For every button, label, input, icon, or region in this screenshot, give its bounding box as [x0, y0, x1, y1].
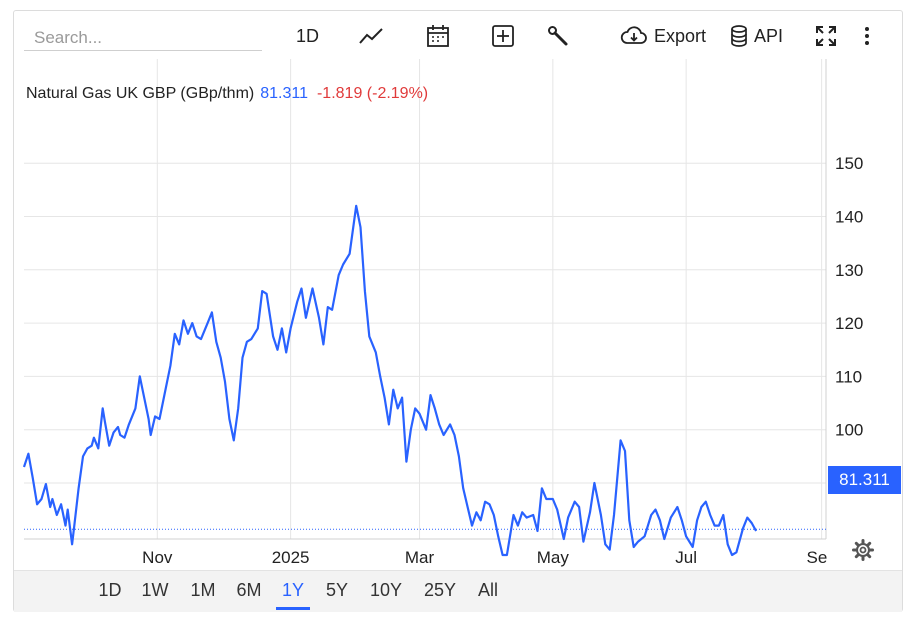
x-tick-label: 2025: [272, 548, 310, 567]
api-label: API: [754, 25, 784, 46]
calendar-icon: [426, 24, 450, 48]
range-button-1m[interactable]: 1M: [190, 580, 216, 600]
gear-icon: [852, 539, 874, 565]
export-button[interactable]: Export: [620, 23, 706, 49]
compare-button[interactable]: [491, 23, 515, 49]
database-icon: [730, 25, 748, 47]
range-button-5y[interactable]: 5Y: [325, 580, 349, 600]
cloud-download-icon: [620, 25, 648, 47]
chart-legend: Natural Gas UK GBP (GBp/thm) 81.311 -1.819…: [26, 85, 428, 103]
range-button-all[interactable]: All: [477, 580, 498, 600]
range-button-1d[interactable]: 1D: [98, 580, 122, 600]
x-tick-label: Nov: [142, 548, 173, 567]
toolbar: 1D Export: [14, 11, 902, 59]
y-tick-label: 120: [835, 314, 863, 333]
range-button-1y[interactable]: 1Y: [276, 571, 310, 610]
calendar-button[interactable]: [426, 23, 450, 49]
y-tick-label: 100: [835, 421, 863, 440]
y-tick-label: 130: [835, 261, 863, 280]
more-menu-button[interactable]: [862, 23, 872, 49]
export-label: Export: [654, 25, 707, 46]
interval-label: 1D: [296, 25, 320, 46]
indicators-button[interactable]: [546, 23, 570, 49]
price-series-line[interactable]: [22, 204, 758, 557]
chart-settings-button[interactable]: [852, 539, 874, 561]
plus-box-icon: [491, 24, 515, 48]
range-button-25y[interactable]: 25Y: [423, 580, 457, 600]
range-button-1w[interactable]: 1W: [141, 580, 169, 600]
legend-price: 81.311: [260, 85, 308, 102]
chart-type-button[interactable]: [358, 23, 384, 49]
range-selector: 1D 1W 1M 6M 1Y 5Y 10Y 25Y All: [14, 570, 902, 612]
y-tick-label: 140: [835, 208, 863, 227]
interval-button[interactable]: 1D: [296, 23, 319, 49]
wrench-icon: [546, 24, 570, 48]
legend-instrument-name: Natural Gas UK GBP (GBp/thm): [26, 85, 255, 102]
legend-change: -1.819 (-2.19%): [316, 85, 429, 102]
more-vertical-icon: [862, 24, 872, 48]
line-chart-icon: [358, 26, 384, 46]
api-button[interactable]: API: [730, 23, 783, 49]
chart-widget: 1D Export: [13, 10, 903, 612]
fullscreen-button[interactable]: [814, 23, 838, 49]
y-tick-label: 110: [835, 367, 862, 386]
last-price-label: 81.311: [828, 466, 901, 494]
range-button-6m[interactable]: 6M: [236, 580, 262, 600]
chart-area[interactable]: 90100110120130140150Nov2025MarMayJulSep …: [14, 59, 902, 569]
x-tick-label: Mar: [405, 548, 435, 567]
x-tick-label: May: [537, 548, 570, 567]
x-tick-label: Jul: [675, 548, 697, 567]
fullscreen-icon: [814, 24, 838, 48]
price-chart[interactable]: 90100110120130140150Nov2025MarMayJulSep: [14, 59, 902, 569]
y-tick-label: 150: [835, 154, 863, 173]
range-button-10y[interactable]: 10Y: [369, 580, 403, 600]
search-input[interactable]: [24, 25, 262, 51]
